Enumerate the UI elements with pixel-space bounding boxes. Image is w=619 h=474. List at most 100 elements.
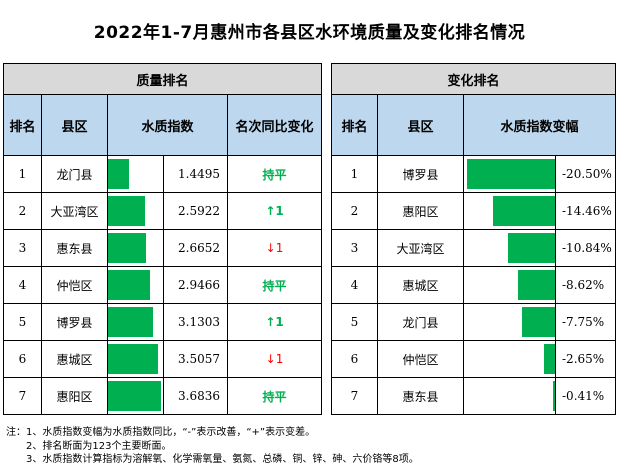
- rank-cell: 3: [331, 229, 378, 267]
- index-bar-cell: [107, 192, 164, 230]
- quality-group-header: 质量排名: [2, 63, 323, 95]
- rank-cell: 5: [331, 303, 378, 341]
- pct-bar-cell: [463, 340, 556, 378]
- table-row: 3 惠东县 2.6652 ↓1: [3, 229, 323, 267]
- index-value-cell: 3.6836: [163, 377, 228, 415]
- footnotes: 注：1、水质指数变幅为水质指数同比，“-”表示改善，“+”表示变差。 2、排名断…: [6, 426, 419, 467]
- rank-change-value: 1: [275, 315, 284, 329]
- county-cell: 大亚湾区: [41, 192, 108, 230]
- rank-change-value: 1: [275, 352, 284, 366]
- pct-bar: [467, 159, 555, 189]
- index-bar: [108, 159, 129, 189]
- index-value-cell: 3.1303: [163, 303, 228, 341]
- col-change-header: 名次同比变化: [226, 94, 323, 156]
- arrow-up-icon: ↑: [265, 204, 276, 218]
- index-value-cell: 1.4495: [163, 155, 228, 193]
- index-bar: [108, 270, 151, 300]
- rank-change-cell: ↑1: [226, 192, 323, 230]
- index-value-cell: 2.5922: [163, 192, 228, 230]
- county-cell: 惠阳区: [377, 192, 464, 230]
- county-cell: 仲恺区: [377, 340, 464, 378]
- rank-cell: 7: [331, 377, 378, 415]
- index-bar-cell: [107, 303, 164, 341]
- pct-value-cell: -7.75%: [554, 303, 617, 341]
- index-bar: [108, 381, 161, 411]
- county-cell: 惠东县: [377, 377, 464, 415]
- table-row: 5 龙门县 -7.75%: [331, 303, 617, 341]
- rank-change-cell: ↓1: [226, 229, 323, 267]
- index-bar-cell: [107, 155, 164, 193]
- rank-cell: 6: [3, 340, 42, 378]
- pct-bar: [508, 233, 555, 263]
- index-bar: [108, 233, 147, 263]
- county-cell: 惠城区: [377, 266, 464, 304]
- rank-cell: 4: [331, 266, 378, 304]
- rank-cell: 3: [3, 229, 42, 267]
- footnote: 注：1、水质指数变幅为水质指数同比，“-”表示改善，“+”表示变差。: [6, 427, 316, 438]
- index-bar-cell: [107, 229, 164, 267]
- pct-bar-cell: [463, 266, 556, 304]
- rank-change-cell: 持平: [226, 377, 323, 415]
- rank-cell: 7: [3, 377, 42, 415]
- county-cell: 博罗县: [41, 303, 108, 341]
- rank-change-flat: 持平: [262, 278, 287, 293]
- rank-cell: 2: [3, 192, 42, 230]
- rank-change-value: 1: [275, 204, 284, 218]
- pct-bar-cell: [463, 303, 556, 341]
- table-row: 3 大亚湾区 -10.84%: [331, 229, 617, 267]
- col-pct-header: 水质指数变幅: [462, 94, 617, 156]
- pct-bar-cell: [463, 377, 556, 415]
- col-county-header: 县区: [377, 94, 464, 156]
- quality-ranking-table: 质量排名 排名 县区 水质指数 名次同比变化 1 龙门县 1.4495 持平 2 大亚湾区…: [2, 63, 323, 415]
- pct-bar-cell: [463, 192, 556, 230]
- pct-value-cell: -10.84%: [554, 229, 617, 267]
- change-ranking-table: 变化排名 排名 县区 水质指数变幅 1 博罗县 -20.50% 2 惠阳区 -14.46%…: [330, 63, 617, 415]
- pct-bar: [521, 307, 555, 337]
- col-index-header: 水质指数: [107, 94, 228, 156]
- arrow-down-icon: ↓: [265, 241, 276, 255]
- index-bar: [108, 344, 159, 374]
- rank-change-flat: 持平: [262, 167, 287, 182]
- pct-value-cell: -8.62%: [554, 266, 617, 304]
- table-row: 2 惠阳区 -14.46%: [331, 192, 617, 230]
- pct-bar: [553, 381, 555, 411]
- table-row: 4 惠城区 -8.62%: [331, 266, 617, 304]
- index-bar: [108, 196, 146, 226]
- county-cell: 龙门县: [377, 303, 464, 341]
- table-row: 2 大亚湾区 2.5922 ↑1: [3, 192, 323, 230]
- rank-cell: 1: [3, 155, 42, 193]
- pct-bar: [543, 344, 555, 374]
- table-row: 6 惠城区 3.5057 ↓1: [3, 340, 323, 378]
- county-cell: 博罗县: [377, 155, 464, 193]
- index-value-cell: 2.9466: [163, 266, 228, 304]
- change-group-header: 变化排名: [330, 63, 617, 95]
- col-rank-header: 排名: [3, 94, 42, 156]
- index-bar-cell: [107, 377, 164, 415]
- footnote: 3、水质指数计算指标为溶解氧、化学需氧量、氨氮、总磷、铜、锌、砷、六价铬等8项。: [26, 454, 419, 465]
- table-row: 1 龙门县 1.4495 持平: [3, 155, 323, 193]
- pct-value-cell: -0.41%: [554, 377, 617, 415]
- rank-cell: 4: [3, 266, 42, 304]
- index-bar-cell: [107, 340, 164, 378]
- pct-bar: [492, 196, 555, 226]
- rank-change-cell: ↓1: [226, 340, 323, 378]
- rank-change-cell: ↑1: [226, 303, 323, 341]
- index-value-cell: 3.5057: [163, 340, 228, 378]
- table-row: 1 博罗县 -20.50%: [331, 155, 617, 193]
- col-county-header: 县区: [41, 94, 108, 156]
- rank-change-cell: 持平: [226, 155, 323, 193]
- rank-cell: 6: [331, 340, 378, 378]
- county-cell: 惠东县: [41, 229, 108, 267]
- page-title: 2022年1-7月惠州市各县区水环境质量及变化排名情况: [93, 23, 526, 43]
- table-row: 6 仲恺区 -2.65%: [331, 340, 617, 378]
- index-value-cell: 2.6652: [163, 229, 228, 267]
- county-cell: 惠阳区: [41, 377, 108, 415]
- table-row: 4 仲恺区 2.9466 持平: [3, 266, 323, 304]
- index-bar: [108, 307, 154, 337]
- rank-cell: 1: [331, 155, 378, 193]
- table-row: 7 惠阳区 3.6836 持平: [3, 377, 323, 415]
- pct-bar-cell: [463, 155, 556, 193]
- arrow-down-icon: ↓: [265, 352, 276, 366]
- county-cell: 惠城区: [41, 340, 108, 378]
- pct-value-cell: -14.46%: [554, 192, 617, 230]
